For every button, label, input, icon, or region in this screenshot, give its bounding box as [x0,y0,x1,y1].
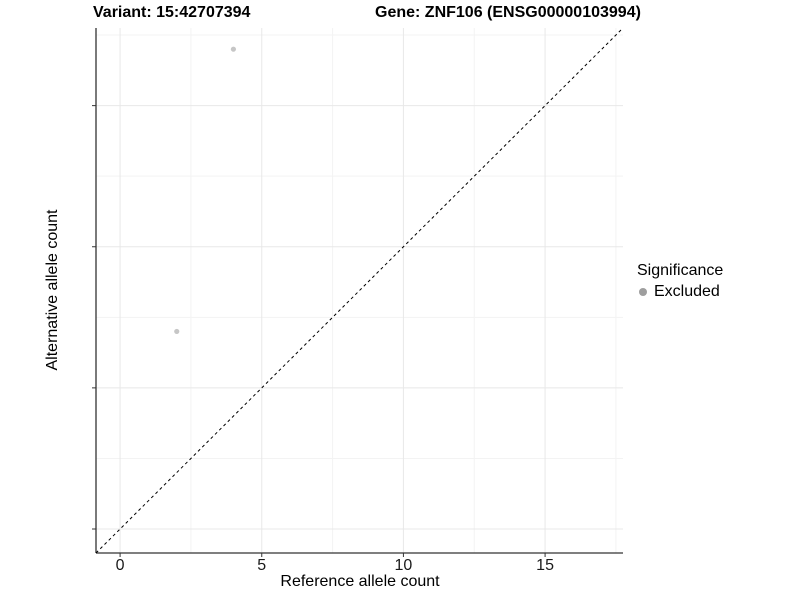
plot-title-variant: Variant: 15:42707394 [93,4,251,21]
x-axis-title: Reference allele count [280,573,440,590]
x-tick-label: 15 [536,557,554,574]
legend-item-excluded: Excluded [635,283,799,301]
legend: Significance Excluded [635,262,799,301]
identity-reference-line [95,27,624,554]
legend-title: Significance [637,262,724,279]
legend-point-icon [639,288,647,296]
plot-title-gene: Gene: ZNF106 (ENSG00000103994) [375,4,641,21]
data-point [174,328,180,335]
x-tick-label: 0 [115,557,125,574]
legend-item-label: Excluded [654,283,720,300]
y-axis-title: Alternative allele count [44,209,61,371]
x-tick-label: 10 [394,557,413,574]
data-point [230,46,237,52]
x-tick-label: 5 [257,557,267,574]
